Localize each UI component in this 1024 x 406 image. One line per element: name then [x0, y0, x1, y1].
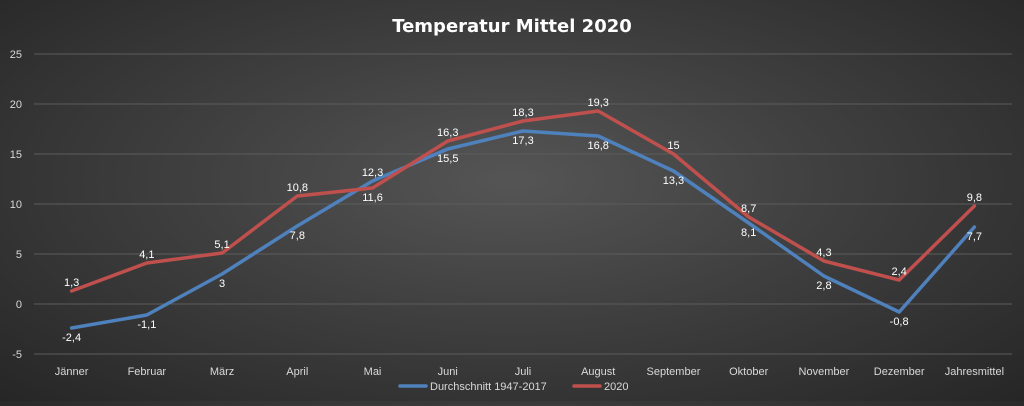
legend: Durchschnitt 1947-2017 2020 — [398, 381, 628, 393]
data-point — [973, 205, 976, 208]
data-label: 2,4 — [892, 266, 907, 278]
data-label: 5,1 — [214, 239, 229, 251]
data-label: 18,3 — [512, 107, 533, 119]
data-point — [672, 170, 675, 173]
data-label: -2,4 — [62, 332, 81, 344]
x-tick-label: August — [581, 366, 615, 378]
data-label: 10,8 — [287, 182, 308, 194]
data-label: 4,3 — [816, 247, 831, 259]
data-point — [822, 260, 825, 263]
data-point — [672, 153, 675, 156]
y-tick-label: 5 — [16, 249, 22, 261]
data-point — [597, 110, 600, 113]
data-point — [747, 216, 750, 219]
data-point — [522, 130, 525, 133]
chart-title: Temperatur Mittel 2020 — [392, 16, 632, 37]
data-label: -0,8 — [890, 316, 909, 328]
data-point — [70, 290, 73, 293]
data-label: 7,8 — [290, 230, 305, 242]
series-line-0 — [69, 129, 977, 330]
legend-label: 2020 — [604, 381, 628, 393]
data-label: 8,1 — [741, 227, 756, 239]
data-point — [747, 222, 750, 225]
data-point — [898, 279, 901, 282]
y-tick-label: 0 — [16, 299, 22, 311]
data-point — [296, 225, 299, 228]
data-label: 15,5 — [437, 153, 458, 165]
data-label: 3 — [219, 278, 225, 290]
x-tick-label: Juli — [515, 366, 532, 378]
y-axis-ticks: -5 0 5 10 15 20 25 — [10, 49, 22, 361]
x-tick-label: Jahresmittel — [945, 366, 1004, 378]
data-point — [822, 275, 825, 278]
data-label: 2,8 — [816, 280, 831, 292]
data-label: 12,3 — [362, 167, 383, 179]
data-label: 9,8 — [967, 192, 982, 204]
data-point — [371, 180, 374, 183]
data-labels: -2,4 -1,1 3 7,8 12,3 15,5 17,3 16,8 13,3 8,1 2,8 -0… — [62, 97, 982, 344]
data-point — [145, 314, 148, 317]
x-tick-label: September — [647, 366, 701, 378]
y-tick-label: -5 — [12, 349, 22, 361]
y-tick-label: 20 — [10, 99, 22, 111]
x-tick-label: November — [799, 366, 850, 378]
data-point — [597, 135, 600, 138]
y-tick-label: 15 — [10, 149, 22, 161]
data-label: 4,1 — [139, 249, 154, 261]
data-label: -1,1 — [137, 319, 156, 331]
legend-label: Durchschnitt 1947-2017 — [430, 381, 547, 393]
grid-lines — [34, 53, 1012, 355]
data-label: 8,7 — [741, 203, 756, 215]
data-point — [446, 140, 449, 143]
data-point — [522, 120, 525, 123]
x-tick-label: Juni — [438, 366, 458, 378]
data-label: 17,3 — [512, 135, 533, 147]
x-tick-label: Jänner — [55, 366, 89, 378]
data-label: 16,8 — [588, 140, 609, 152]
data-point — [70, 327, 73, 330]
data-point — [973, 226, 976, 229]
x-tick-label: April — [286, 366, 308, 378]
series-line-1 — [69, 109, 977, 293]
data-point — [145, 262, 148, 265]
data-point — [221, 273, 224, 276]
data-point — [898, 311, 901, 314]
data-point — [296, 195, 299, 198]
data-label: 16,3 — [437, 127, 458, 139]
data-point — [446, 148, 449, 151]
x-tick-label: Mai — [364, 366, 382, 378]
y-tick-label: 10 — [10, 199, 22, 211]
x-tick-label: Februar — [128, 366, 167, 378]
x-tick-label: März — [210, 366, 234, 378]
series-lines — [69, 109, 977, 330]
y-tick-label: 25 — [10, 49, 22, 61]
data-point — [221, 252, 224, 255]
data-label: 13,3 — [663, 175, 684, 187]
x-axis-ticks: Jänner Februar März April Mai Juni Juli August S… — [55, 366, 1004, 378]
x-tick-label: Dezember — [874, 366, 925, 378]
data-point — [371, 187, 374, 190]
data-label: 15 — [667, 140, 679, 152]
x-tick-label: Oktober — [729, 366, 768, 378]
data-label: 1,3 — [64, 277, 79, 289]
data-label: 19,3 — [588, 97, 609, 109]
data-label: 7,7 — [967, 231, 982, 243]
data-label: 11,6 — [362, 192, 383, 204]
